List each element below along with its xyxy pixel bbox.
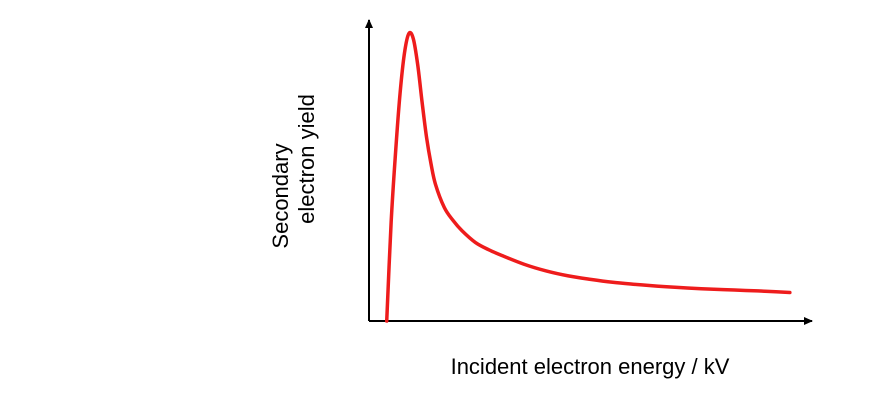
y-axis-label-line-2: electron yield — [294, 94, 319, 224]
yield-curve — [384, 30, 792, 323]
y-axis-label-line-1: Secondary — [268, 143, 293, 248]
x-axis-label: Incident electron energy / kV — [451, 354, 730, 379]
